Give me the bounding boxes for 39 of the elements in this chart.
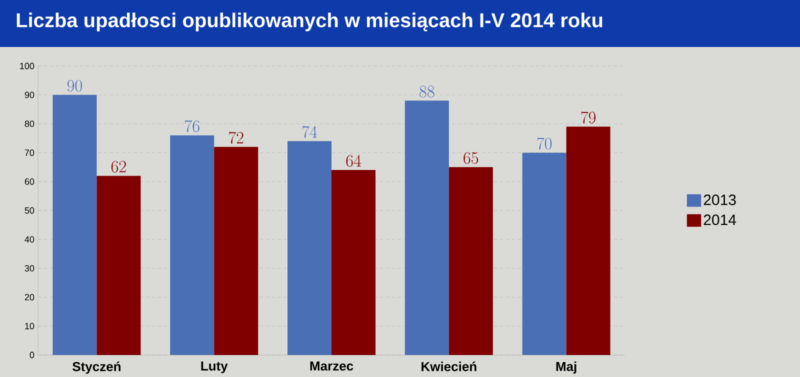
bar <box>522 152 566 355</box>
data-label: 76 <box>184 120 200 132</box>
bar <box>448 167 493 355</box>
y-tick-label: 60 <box>24 178 34 185</box>
x-tick-label: Luty <box>201 361 228 374</box>
y-tick-label: 40 <box>24 236 34 243</box>
bar <box>52 94 97 355</box>
data-label: 64 <box>346 154 362 167</box>
y-tick-label: 30 <box>24 265 34 272</box>
y-tick-label: 90 <box>24 92 34 98</box>
x-tick-label: Marzec <box>310 361 354 371</box>
x-tick-label: Maj <box>556 361 576 374</box>
x-tick-label: Styczeń <box>72 361 120 374</box>
bar <box>170 135 214 355</box>
y-tick-label: 70 <box>24 149 34 156</box>
data-label: 70 <box>537 137 552 150</box>
legend-label: 2013 <box>704 194 736 206</box>
chart-title: Liczba upadłosci opublikowanych w miesiącach I-V 2014 roku <box>16 12 602 32</box>
y-tick-label: 10 <box>25 322 34 330</box>
y-tick-label: 100 <box>20 62 34 70</box>
y-tick-label: 0 <box>30 352 34 358</box>
data-label: 74 <box>302 126 318 138</box>
x-tick-label: Kwiecień <box>422 361 476 372</box>
data-label: 79 <box>581 111 596 124</box>
data-label: 62 <box>111 160 126 173</box>
bar <box>404 100 449 355</box>
y-tick-label: 20 <box>24 294 34 300</box>
data-label: 88 <box>420 86 434 98</box>
legend-label: 2014 <box>704 214 736 226</box>
y-tick-label: 50 <box>24 207 34 214</box>
data-label: 65 <box>464 152 478 164</box>
bar <box>332 170 376 355</box>
y-tick-label: 80 <box>24 120 34 127</box>
bar <box>96 176 141 355</box>
bar <box>214 146 258 355</box>
bar <box>288 141 332 355</box>
bar <box>566 126 610 355</box>
data-label: 72 <box>228 132 244 144</box>
data-label: 90 <box>67 80 82 92</box>
